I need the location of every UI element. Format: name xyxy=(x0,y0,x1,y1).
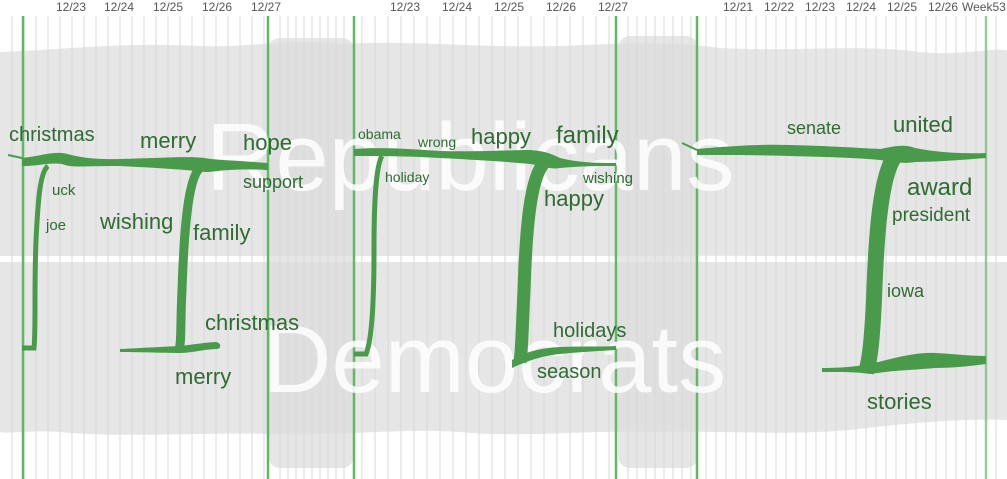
keyword-label: stories xyxy=(867,389,932,414)
flow-p2-democrats xyxy=(512,346,616,368)
keyword-label: uck xyxy=(52,182,76,199)
x-tick: 12/24 xyxy=(442,0,472,14)
keyword-label: happy xyxy=(544,186,604,211)
keyword-label: award xyxy=(907,174,972,201)
x-tick: 12/25 xyxy=(494,0,524,14)
x-tick: 12/23 xyxy=(56,0,86,14)
x-tick: 12/25 xyxy=(887,0,917,14)
keyword-label: holidays xyxy=(553,320,626,342)
watermark-democrats: Democrats xyxy=(262,306,726,413)
keyword-label: wrong xyxy=(417,134,456,150)
keyword-label: holiday xyxy=(385,169,429,185)
x-tick: 12/26 xyxy=(546,0,576,14)
flow-p3-republicans xyxy=(697,144,986,163)
flow-p1-small-stub xyxy=(7,154,23,159)
keyword-flows xyxy=(7,142,986,375)
keyword-label: merry xyxy=(175,364,231,389)
keyword-label: wishing xyxy=(582,170,633,187)
x-tick: 12/27 xyxy=(598,0,628,14)
x-tick: 12/23 xyxy=(805,0,835,14)
selected-lines xyxy=(21,16,988,479)
flow-p1-republicans xyxy=(22,152,268,172)
x-tick: 12/24 xyxy=(846,0,876,14)
keyword-label: merry xyxy=(140,128,196,153)
x-tick: 12/25 xyxy=(153,0,183,14)
keyword-label: season xyxy=(537,361,602,383)
x-tick: Week53 xyxy=(962,0,1006,14)
x-tick: 12/24 xyxy=(104,0,134,14)
flow-p1-left-drop xyxy=(22,164,50,351)
keyword-labels: christmas merry hope support uck joe wis… xyxy=(9,112,972,414)
x-axis-ticks: 12/23 12/24 12/25 12/26 12/27 12/23 12/2… xyxy=(56,0,1006,14)
keyword-label: president xyxy=(892,205,971,226)
keyword-label: family xyxy=(556,122,619,149)
x-tick: 12/26 xyxy=(202,0,232,14)
x-tick: 12/21 xyxy=(723,0,753,14)
keyword-label: happy xyxy=(471,124,531,149)
highlight-region-2 xyxy=(618,36,698,468)
keyword-label: support xyxy=(243,172,303,192)
flow-p1-democrats xyxy=(120,342,221,353)
highlight-region-1 xyxy=(268,38,354,468)
x-tick: 12/26 xyxy=(928,0,958,14)
x-tick: 12/27 xyxy=(251,0,281,14)
flow-p2-left-drop xyxy=(354,154,385,357)
keyword-label: christmas xyxy=(205,310,299,335)
keyword-label: christmas xyxy=(9,124,95,146)
flow-p3-democrats xyxy=(822,352,986,374)
keyword-label: wishing xyxy=(99,209,173,234)
keyword-label: senate xyxy=(787,118,841,138)
keyword-label: united xyxy=(893,112,953,137)
keyword-label: obama xyxy=(358,126,401,142)
keyword-label: iowa xyxy=(887,281,925,301)
x-tick: 12/22 xyxy=(764,0,794,14)
flow-p2-republicans xyxy=(354,148,616,169)
keyword-label: joe xyxy=(45,217,66,234)
flow-p3-small-stub xyxy=(681,142,698,151)
flow-p1-middle-drop xyxy=(174,164,204,354)
band-divider xyxy=(0,255,1007,261)
flow-p3-middle-drop xyxy=(858,151,902,375)
x-tick: 12/23 xyxy=(390,0,420,14)
keyword-label: hope xyxy=(243,130,292,155)
keyword-label: family xyxy=(193,220,250,245)
flow-p2-middle-drop xyxy=(513,157,550,364)
